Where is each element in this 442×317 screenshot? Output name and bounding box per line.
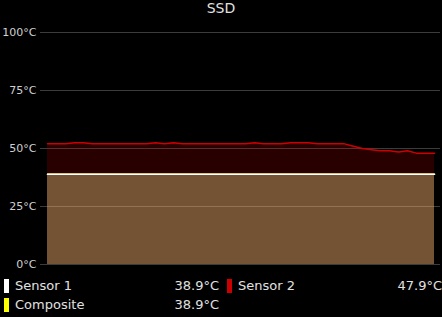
svg-text:50°C: 50°C xyxy=(9,142,36,155)
html-text:38.9°C: 38.9°C xyxy=(174,278,219,293)
html-text:38.9°C: 38.9°C xyxy=(174,297,219,312)
html-text:SSD: SSD xyxy=(206,0,236,16)
html-text:Sensor 2: Sensor 2 xyxy=(238,278,295,293)
html-text:47.9°C: 47.9°C xyxy=(397,278,442,293)
svg-text:25°C: 25°C xyxy=(9,200,36,213)
svg-text:75°C: 75°C xyxy=(9,84,36,97)
svg-text:0°C: 0°C xyxy=(16,258,36,271)
svg-text:100°C: 100°C xyxy=(2,26,36,39)
html-text:Composite: Composite xyxy=(15,297,85,312)
html-text:Sensor 1: Sensor 1 xyxy=(15,278,72,293)
